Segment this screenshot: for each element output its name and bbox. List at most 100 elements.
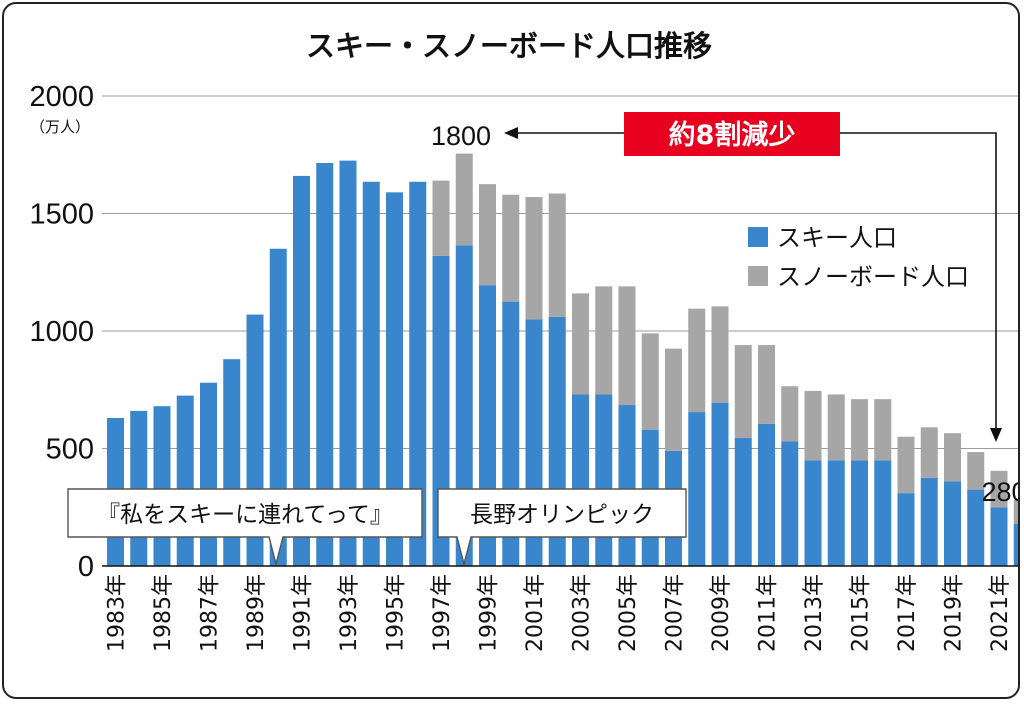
legend-label-ski: スキー人口 — [777, 224, 897, 252]
bar-ski-2017 — [897, 493, 915, 566]
bar-snowboard-2017 — [897, 436, 915, 494]
bar-snowboard-2002 — [548, 193, 566, 317]
bar-snowboard-1998 — [455, 153, 473, 246]
bar-ski-2010 — [734, 437, 752, 566]
bar-snowboard-2014 — [827, 394, 845, 461]
chart-svg: 0 500 1000 1500 2000 1983年 1985年 1987年 1989年 199… — [29, 29, 1018, 652]
reduction-badge — [624, 112, 840, 156]
bar-ski-1986 — [176, 395, 194, 566]
y-tick-label: 1500 — [29, 199, 94, 231]
x-tick-label: 2003年 — [570, 574, 595, 652]
bar-ski-1996 — [409, 181, 427, 566]
bar-ski-1998 — [455, 245, 473, 566]
x-tick-label: 1995年 — [384, 574, 409, 652]
legend-swatch-snowboard — [748, 266, 768, 286]
bar-ski-1991 — [293, 175, 310, 566]
x-tick-label: 1983年 — [105, 574, 130, 652]
x-tick-label: 2001年 — [523, 574, 548, 652]
x-tick-label: 1989年 — [244, 574, 269, 652]
arrow-head-left — [504, 127, 518, 139]
bar-ski-1995 — [386, 192, 403, 566]
chart-title: スキー・スノーボード人口推移 — [306, 29, 712, 63]
bar-ski-2004 — [595, 394, 613, 566]
y-axis-ticks: 0 500 1000 1500 2000 — [29, 81, 94, 583]
bar-snowboard-2006 — [641, 333, 659, 430]
bar-snowboard-2022 — [1013, 500, 1018, 524]
x-tick-label: 1993年 — [337, 574, 362, 652]
bar-ski-2013 — [804, 460, 822, 566]
arrow-head-right — [990, 428, 1002, 442]
y-tick-label: 500 — [46, 434, 94, 466]
bar-ski-2021 — [990, 507, 1008, 566]
bar-ski-1987 — [200, 382, 217, 566]
bar-snowboard-2011 — [758, 345, 775, 424]
bar-ski-1993 — [339, 160, 357, 566]
x-tick-label: 2021年 — [988, 574, 1013, 652]
reduction-annotation: 約8割減少 1800 280 — [431, 112, 1018, 507]
bar-ski-2003 — [572, 394, 589, 566]
callout-olympics-box — [437, 488, 687, 567]
bar-ski-2012 — [781, 441, 799, 566]
bar-ski-2016 — [874, 460, 892, 566]
bar-ski-2019 — [944, 481, 961, 566]
x-tick-label: 2011年 — [756, 574, 781, 652]
callout-olympics: 長野オリンピック — [437, 488, 687, 567]
bar-snowboard-2001 — [525, 197, 543, 320]
bar-ski-2005 — [618, 405, 636, 566]
legend: スキー人口 スノーボード人口 — [748, 224, 969, 291]
bar-snowboard-2013 — [804, 390, 822, 461]
x-tick-label: 1997年 — [430, 574, 455, 652]
arrow-line-right — [840, 132, 997, 430]
x-tick-label: 2007年 — [663, 574, 688, 652]
legend-label-snowboard: スノーボード人口 — [777, 263, 969, 291]
bar-snowboard-2008 — [688, 308, 706, 413]
y-tick-label: 0 — [78, 551, 94, 583]
bar-snowboard-2010 — [734, 345, 752, 438]
bar-snowboard-2009 — [711, 306, 729, 403]
y-tick-label: 2000 — [29, 81, 94, 113]
bar-snowboard-2016 — [874, 399, 892, 461]
bar-snowboard-2020 — [967, 452, 985, 490]
bar-ski-2020 — [967, 489, 985, 566]
bar-ski-2018 — [920, 477, 938, 566]
x-tick-label: 2019年 — [942, 574, 967, 652]
bar-ski-1990 — [269, 248, 287, 566]
bar-ski-2015 — [851, 460, 868, 566]
bar-ski-1985 — [153, 406, 171, 566]
x-tick-label: 1985年 — [151, 574, 176, 652]
bar-ski-1992 — [316, 162, 334, 566]
bar-snowboard-2000 — [502, 194, 520, 302]
x-axis-ticks: 1983年 1985年 1987年 1989年 1991年 1993年 1995年 1997年… — [105, 574, 1014, 652]
x-tick-label: 2009年 — [709, 574, 734, 652]
bar-ski-2022 — [1013, 523, 1018, 566]
bar-snowboard-2012 — [781, 386, 799, 442]
bar-snowboard-2021 — [990, 470, 1008, 508]
x-tick-label: 1987年 — [198, 574, 223, 652]
callout-movie-box — [67, 488, 423, 567]
bar-ski-2008 — [688, 412, 706, 566]
y-axis-unit: （万人） — [30, 118, 90, 136]
x-tick-label: 2017年 — [895, 574, 920, 652]
bar-snowboard-2003 — [572, 293, 589, 395]
bar-ski-1994 — [362, 181, 380, 566]
bar-ski-2011 — [758, 423, 775, 566]
legend-swatch-ski — [748, 227, 768, 247]
bar-snowboard-2004 — [595, 286, 613, 395]
x-tick-label: 1999年 — [477, 574, 502, 652]
bar-snowboard-2015 — [851, 399, 868, 461]
callout-movie: 『私をスキーに連れてって』 — [67, 488, 423, 567]
x-tick-label: 1991年 — [291, 574, 316, 652]
y-tick-label: 1000 — [29, 316, 94, 348]
bar-snowboard-2007 — [665, 348, 682, 451]
end-value-label: 280 — [981, 477, 1018, 507]
reduction-badge-text: 約8割減少 — [669, 119, 796, 151]
bar-snowboard-2019 — [944, 433, 961, 482]
bar-snowboard-1999 — [479, 184, 496, 286]
peak-value-label: 1800 — [431, 121, 491, 151]
x-tick-label: 2013年 — [802, 574, 827, 652]
bar-ski-2014 — [827, 460, 845, 566]
bar-snowboard-2005 — [618, 286, 636, 406]
x-tick-label: 2005年 — [616, 574, 641, 652]
bar-snowboard-2018 — [920, 427, 938, 478]
